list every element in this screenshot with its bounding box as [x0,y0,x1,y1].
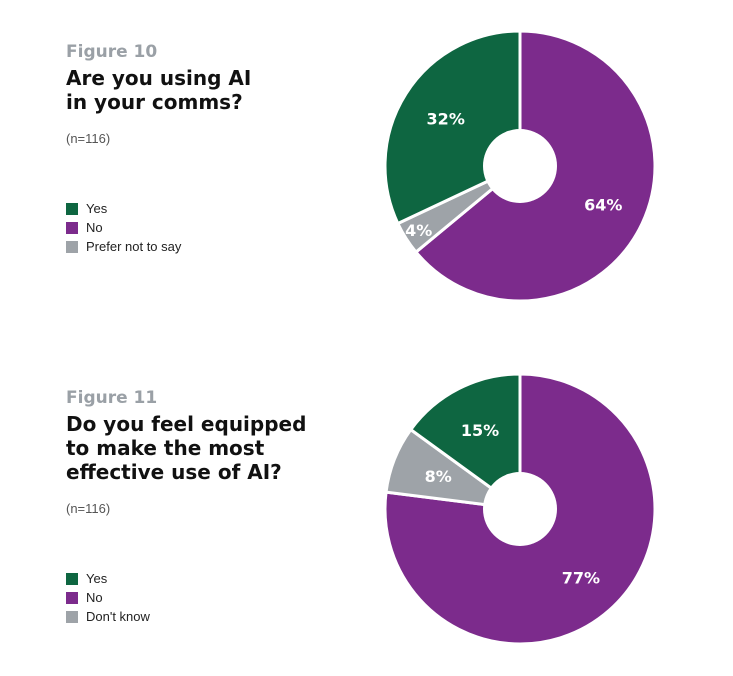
figure-11: Figure 11 Do you feel equipped to make t… [0,352,733,676]
legend-item-no: No [66,218,181,237]
slice-yes [409,372,522,511]
figure-title-line: to make the most [66,436,265,460]
figure-title-line: Are you using AI [66,66,252,90]
legend-label: Yes [86,571,108,586]
legend-label: Don't know [86,609,150,624]
legend-item-yes: Yes [66,569,150,588]
figure-10: Figure 10 Are you using AI in your comms… [66,29,657,303]
legend-swatch [66,240,78,253]
donut-chart: 77% 8% 15% [383,372,657,646]
sample-size: (n=116) [66,501,111,516]
legend-swatch [66,610,78,623]
legend-item-yes: Yes [66,199,181,218]
legend-label: Prefer not to say [86,239,182,254]
legend-item-no: No [66,588,150,607]
figure-number: Figure 11 [66,388,158,408]
legend-swatch [66,591,78,604]
legend-swatch [66,221,78,234]
figure-title: Do you feel equipped to make the most ef… [66,412,306,484]
slice-label-no: 64% [584,196,622,215]
legend-swatch [66,572,78,585]
legend: Yes No Prefer not to say [66,199,181,256]
legend-label: No [86,590,103,605]
figure-number: Figure 10 [66,42,158,62]
figure-title-line: in your comms? [66,90,243,114]
slice-label-yes: 15% [461,421,499,440]
donut-hole [483,472,557,546]
slice-label-prefer-not-to-say: 4% [405,221,432,240]
legend-item-dont-know: Don't know [66,607,150,626]
legend: Yes No Don't know [66,569,150,626]
figure-title-line: Do you feel equipped [66,412,307,436]
legend-swatch [66,202,78,215]
donut-chart: 64% 4% 32% [383,29,657,303]
donut-hole [483,129,557,203]
slice-label-no: 77% [562,569,600,588]
sample-size: (n=116) [66,131,111,146]
legend-label: Yes [86,201,108,216]
slice-label-don-t-know: 8% [425,467,452,486]
legend-label: No [86,220,103,235]
figure-title-line: effective use of AI? [66,460,282,484]
legend-item-prefer-not-to-say: Prefer not to say [66,237,181,256]
slice-label-yes: 32% [427,109,465,128]
figure-title: Are you using AI in your comms? [66,66,251,114]
